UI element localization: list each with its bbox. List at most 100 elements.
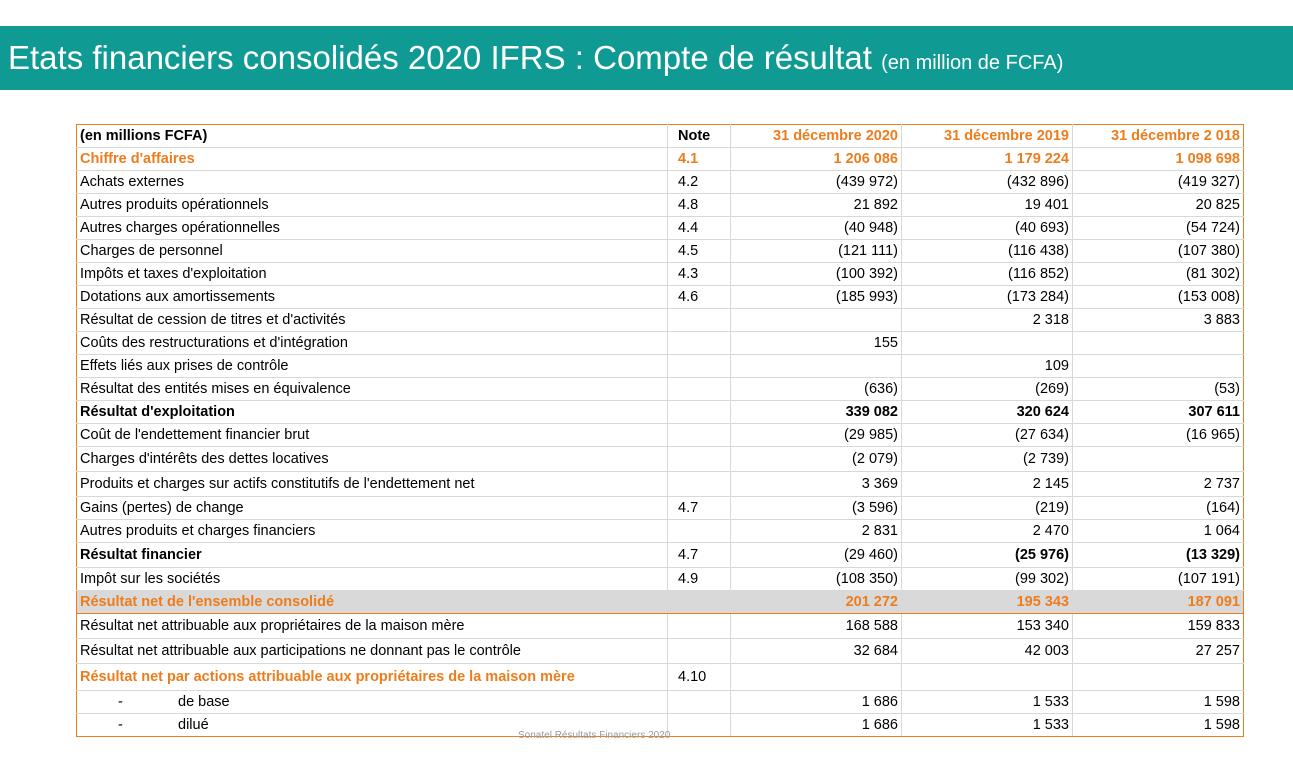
row-label: - dilué (76, 713, 668, 737)
row-value-2019: 1 179 224 (901, 147, 1073, 171)
row-value-2018: 27 257 (1072, 638, 1244, 664)
row-note: 4.3 (667, 262, 731, 286)
row-value-2018: 187 091 (1072, 590, 1244, 614)
row-note (667, 423, 731, 447)
row-label: Effets liés aux prises de contrôle (76, 354, 668, 378)
row-label: Résultat net de l'ensemble consolidé (76, 590, 668, 614)
table-header-row: (en millions FCFA) Note 31 décembre 2020… (76, 124, 1244, 148)
row-note: 4.7 (667, 496, 731, 520)
row-value-2018: (107 191) (1072, 567, 1244, 591)
row-value-2018 (1072, 331, 1244, 355)
row-value-2019: 320 624 (901, 400, 1073, 424)
row-value-2018 (1072, 446, 1244, 472)
row-label: Résultat net attribuable aux propriétair… (76, 613, 668, 639)
row-value-2020: (29 460) (730, 542, 902, 568)
row-value-2018: (54 724) (1072, 216, 1244, 240)
row-label: Résultat de cession de titres et d'activ… (76, 308, 668, 332)
row-value-2020: 32 684 (730, 638, 902, 664)
header-2020: 31 décembre 2020 (730, 124, 902, 148)
table-row: Impôts et taxes d'exploitation 4.3 (100 … (76, 262, 1244, 286)
row-note: 4.10 (667, 663, 731, 691)
row-label: Coûts des restructurations et d'intégrat… (76, 331, 668, 355)
row-value-2020: 3 369 (730, 471, 902, 497)
row-note (667, 638, 731, 664)
row-label: Résultat d'exploitation (76, 400, 668, 424)
title-main: Etats financiers consolidés 2020 IFRS : (8, 39, 594, 76)
row-value-2020: 201 272 (730, 590, 902, 614)
row-note (667, 471, 731, 497)
table-row: Gains (pertes) de change 4.7 (3 596) (21… (76, 496, 1244, 520)
row-value-2019: (116 852) (901, 262, 1073, 286)
row-value-2019: (99 302) (901, 567, 1073, 591)
row-note (667, 446, 731, 472)
row-value-2020: (185 993) (730, 285, 902, 309)
table-row: Chiffre d'affaires 4.1 1 206 086 1 179 2… (76, 147, 1244, 171)
row-label: Dotations aux amortissements (76, 285, 668, 309)
row-value-2019: 1 533 (901, 713, 1073, 737)
row-dash: - (118, 717, 123, 733)
row-value-2020: 21 892 (730, 193, 902, 217)
row-value-2020: (108 350) (730, 567, 902, 591)
row-value-2020 (730, 354, 902, 378)
page-title: Etats financiers consolidés 2020 IFRS : … (8, 38, 1063, 83)
table-row: Achats externes 4.2 (439 972) (432 896) … (76, 170, 1244, 194)
footer-text: Sonatel Résultats Financiers 2020 (518, 730, 671, 741)
row-note (667, 713, 731, 737)
title-light: Compte de résultat (593, 39, 882, 76)
row-value-2019: (2 739) (901, 446, 1073, 472)
row-value-2019: (27 634) (901, 423, 1073, 447)
table-row: Résultat d'exploitation 339 082 320 624 … (76, 400, 1244, 424)
row-value-2019: (25 976) (901, 542, 1073, 568)
row-note (667, 331, 731, 355)
row-label: Charges de personnel (76, 239, 668, 263)
income-statement-table: (en millions FCFA) Note 31 décembre 2020… (76, 124, 1244, 737)
table-row: Produits et charges sur actifs constitut… (76, 471, 1244, 497)
row-value-2020: 168 588 (730, 613, 902, 639)
row-value-2018 (1072, 663, 1244, 691)
row-sublabel: de base (178, 694, 230, 710)
row-value-2019: (116 438) (901, 239, 1073, 263)
row-value-2019: 2 145 (901, 471, 1073, 497)
row-note (667, 519, 731, 543)
row-note: 4.1 (667, 147, 731, 171)
row-value-2019: 153 340 (901, 613, 1073, 639)
row-value-2020: (439 972) (730, 170, 902, 194)
row-note: 4.9 (667, 567, 731, 591)
row-value-2019 (901, 663, 1073, 691)
row-value-2018: 159 833 (1072, 613, 1244, 639)
row-label: Gains (pertes) de change (76, 496, 668, 520)
row-note (667, 308, 731, 332)
row-value-2019: 2 470 (901, 519, 1073, 543)
row-value-2020 (730, 308, 902, 332)
row-label: Coût de l'endettement financier brut (76, 423, 668, 447)
row-value-2020: (2 079) (730, 446, 902, 472)
row-note (667, 690, 731, 714)
row-label: Autres charges opérationnelles (76, 216, 668, 240)
row-value-2018: (13 329) (1072, 542, 1244, 568)
row-value-2018: (53) (1072, 377, 1244, 401)
row-value-2020: (29 985) (730, 423, 902, 447)
row-value-2018: 2 737 (1072, 471, 1244, 497)
row-value-2020: 1 206 086 (730, 147, 902, 171)
table-row: Charges d'intérêts des dettes locatives … (76, 446, 1244, 472)
table-row: Charges de personnel 4.5 (121 111) (116 … (76, 239, 1244, 263)
table-row: - de base 1 686 1 533 1 598 (76, 690, 1244, 714)
row-value-2020: 1 686 (730, 690, 902, 714)
row-value-2018: 307 611 (1072, 400, 1244, 424)
row-value-2020: 339 082 (730, 400, 902, 424)
row-label: Charges d'intérêts des dettes locatives (76, 446, 668, 472)
row-note: 4.2 (667, 170, 731, 194)
row-value-2018 (1072, 354, 1244, 378)
row-value-2020: 2 831 (730, 519, 902, 543)
row-note: 4.8 (667, 193, 731, 217)
table-row: Coûts des restructurations et d'intégrat… (76, 331, 1244, 355)
table-row: Résultat financier 4.7 (29 460) (25 976)… (76, 542, 1244, 568)
row-value-2018: (419 327) (1072, 170, 1244, 194)
row-value-2018: 3 883 (1072, 308, 1244, 332)
header-note: Note (667, 124, 731, 148)
table-row: Effets liés aux prises de contrôle 109 (76, 354, 1244, 378)
row-value-2019: (269) (901, 377, 1073, 401)
row-value-2020: 155 (730, 331, 902, 355)
row-value-2019: (40 693) (901, 216, 1073, 240)
table-row: Résultat de cession de titres et d'activ… (76, 308, 1244, 332)
